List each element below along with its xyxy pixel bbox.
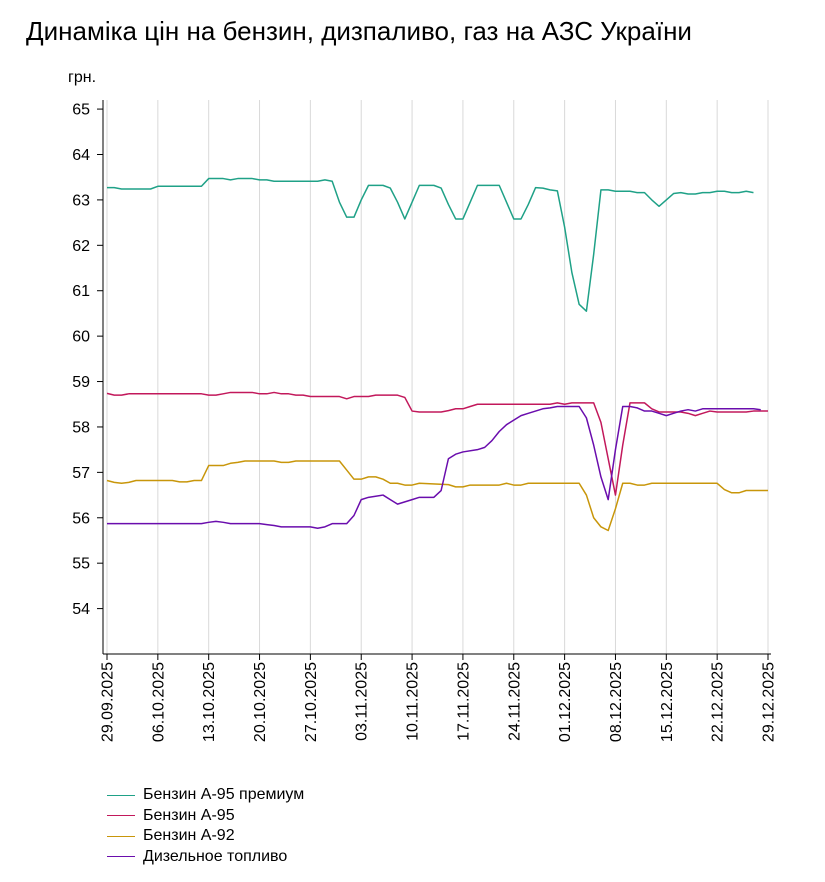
series-lines xyxy=(106,177,768,532)
x-tick: 27.10.2025 xyxy=(303,654,320,742)
y-tick-label: 60 xyxy=(72,329,90,346)
x-tick-label: 06.10.2025 xyxy=(150,662,167,742)
x-tick: 01.12.2025 xyxy=(557,654,574,742)
legend-item: Бензин А-95 премиум xyxy=(107,785,304,806)
legend-item: Дизельное топливо xyxy=(107,847,304,868)
legend-item: Бензин А-92 xyxy=(107,826,304,847)
y-tick: 57 xyxy=(72,465,103,482)
legend-label: Бензин А-95 xyxy=(143,806,235,824)
legend-swatch xyxy=(107,835,135,837)
x-tick: 20.10.2025 xyxy=(252,654,269,742)
legend-item: Бензин А-95 xyxy=(107,806,304,827)
x-tick-label: 20.10.2025 xyxy=(252,662,269,742)
series-line xyxy=(106,460,768,532)
x-tick: 17.11.2025 xyxy=(455,654,472,741)
x-tick-label: 24.11.2025 xyxy=(506,662,523,741)
series-line xyxy=(107,405,761,529)
legend: Бензин А-95 премиум Бензин А-95 Бензин А-9… xyxy=(107,785,304,867)
y-tick: 55 xyxy=(72,556,103,573)
x-tick: 13.10.2025 xyxy=(201,654,218,742)
y-tick: 64 xyxy=(72,147,103,164)
y-tick: 62 xyxy=(72,238,103,255)
y-axis-ticks: 54 55 56 57 58 59 60 61 62 63 64 65 xyxy=(72,102,103,618)
series-line xyxy=(107,177,754,312)
x-axis-ticks: 29.09.2025 06.10.2025 13.10.2025 20.10.2025… xyxy=(100,654,778,742)
y-tick: 61 xyxy=(72,283,103,300)
y-tick-label: 57 xyxy=(72,465,90,482)
axes: грн. xyxy=(68,69,771,655)
legend-swatch xyxy=(107,815,135,817)
y-tick: 59 xyxy=(72,374,103,391)
x-tick-label: 08.12.2025 xyxy=(608,662,625,742)
y-tick: 63 xyxy=(72,192,103,209)
legend-swatch xyxy=(107,856,135,858)
x-tick-label: 27.10.2025 xyxy=(303,662,320,742)
y-tick-label: 63 xyxy=(72,192,90,209)
x-tick: 22.12.2025 xyxy=(710,654,727,742)
y-tick-label: 55 xyxy=(72,556,90,573)
x-tick: 06.10.2025 xyxy=(150,654,167,742)
series-line xyxy=(106,391,768,496)
x-tick-label: 29.09.2025 xyxy=(100,662,117,742)
x-tick: 10.11.2025 xyxy=(405,654,422,741)
y-axis-unit-label: грн. xyxy=(68,69,96,86)
x-tick-label: 13.10.2025 xyxy=(201,662,218,742)
y-tick-label: 59 xyxy=(72,374,90,391)
y-tick: 56 xyxy=(72,510,103,527)
x-tick: 29.12.2025 xyxy=(761,654,778,742)
y-tick: 65 xyxy=(72,102,103,119)
chart-title: Динаміка цін на бензин, дизпаливо, газ н… xyxy=(26,16,692,46)
x-tick-label: 15.12.2025 xyxy=(659,662,676,742)
x-tick-label: 29.12.2025 xyxy=(761,662,778,742)
y-tick-label: 65 xyxy=(72,102,90,119)
y-tick-label: 62 xyxy=(72,238,90,255)
x-tick: 29.09.2025 xyxy=(100,654,117,742)
legend-label: Бензин А-92 xyxy=(143,827,235,845)
y-tick-label: 56 xyxy=(72,510,90,527)
x-tick-label: 22.12.2025 xyxy=(710,662,727,742)
y-tick: 54 xyxy=(72,601,103,618)
y-tick-label: 58 xyxy=(72,419,90,436)
x-tick-label: 10.11.2025 xyxy=(405,662,422,741)
y-tick: 60 xyxy=(72,329,103,346)
y-tick-label: 61 xyxy=(72,283,90,300)
x-tick-label: 17.11.2025 xyxy=(455,662,472,741)
x-tick: 03.11.2025 xyxy=(354,654,371,741)
legend-swatch xyxy=(107,794,135,796)
x-tick: 08.12.2025 xyxy=(608,654,625,742)
y-tick-label: 54 xyxy=(72,601,90,618)
legend-label: Бензин А-95 премиум xyxy=(143,786,305,804)
x-tick: 24.11.2025 xyxy=(506,654,523,741)
y-tick: 58 xyxy=(72,419,103,436)
legend-label: Дизельное топливо xyxy=(143,847,288,865)
x-tick: 15.12.2025 xyxy=(659,654,676,742)
x-tick-label: 03.11.2025 xyxy=(354,662,371,741)
y-tick-label: 64 xyxy=(72,147,90,164)
grid-lines xyxy=(106,100,769,654)
x-tick-label: 01.12.2025 xyxy=(557,662,574,742)
